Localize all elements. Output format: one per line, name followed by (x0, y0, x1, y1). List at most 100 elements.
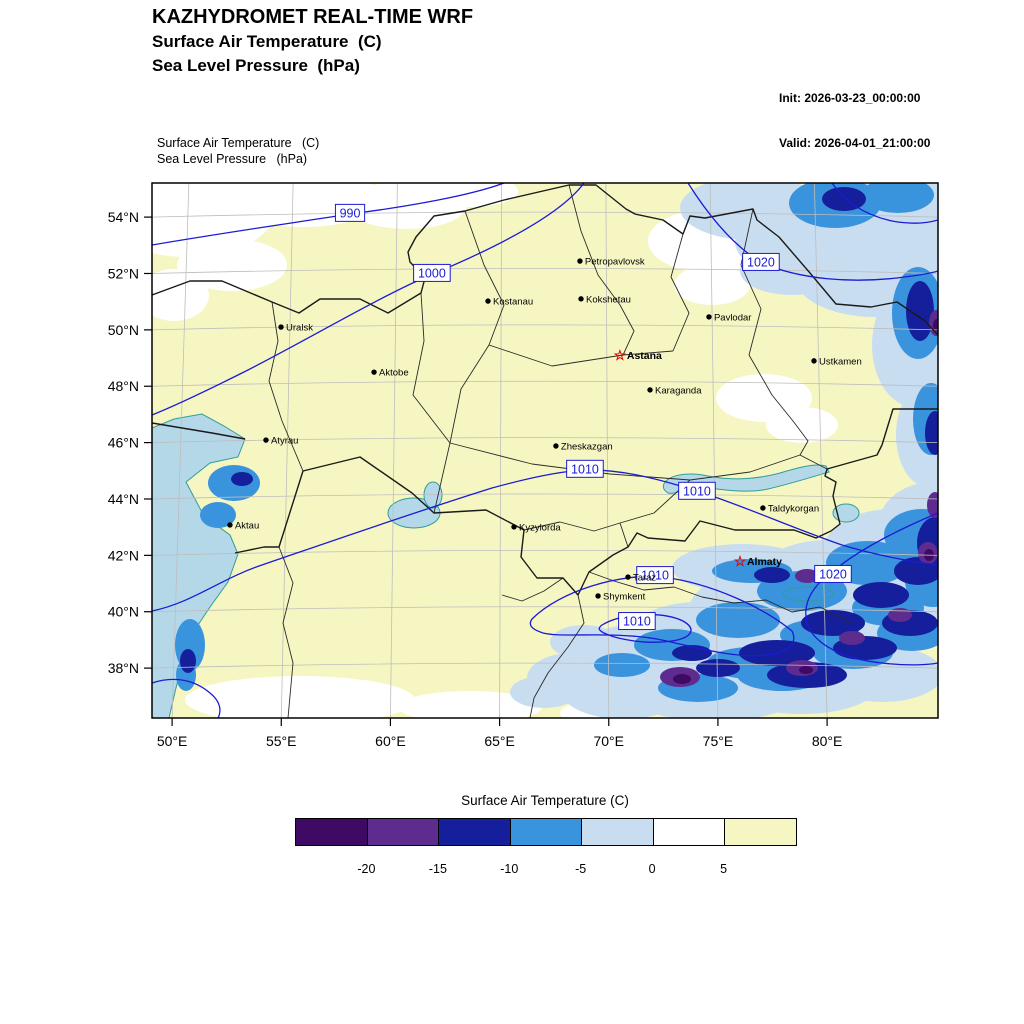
city-dot (371, 369, 377, 375)
city-label: Aktobe (379, 368, 409, 379)
y-tick-label: 38°N (108, 660, 139, 676)
y-tick-label: 46°N (108, 435, 139, 451)
pressure-label-box (636, 566, 674, 585)
x-tick-label: 75°E (703, 733, 734, 749)
colorbar-cell (509, 819, 582, 845)
y-tick-label: 48°N (108, 378, 139, 394)
city-label: Karaganda (655, 385, 702, 396)
init-time: Init: 2026-03-23_00:00:00 (779, 91, 921, 105)
y-tick-label: 54°N (108, 209, 139, 225)
x-tick-label: 80°E (812, 733, 843, 749)
colorbar-title: Surface Air Temperature (C) (461, 793, 629, 808)
run-times: Init: 2026-03-23_00:00:00 Valid: 2026-04… (779, 61, 930, 181)
city-dot (760, 505, 766, 511)
city-dot (227, 522, 233, 528)
y-tick-label: 50°N (108, 322, 139, 338)
pressure-label-box (618, 612, 656, 631)
map-frame (151, 182, 939, 719)
capital-star-icon: ☆ (734, 553, 747, 569)
capital-star-icon: ☆ (614, 347, 627, 363)
city-dot (511, 524, 517, 530)
y-tick-label: 42°N (108, 547, 139, 563)
city-label: Aktau (235, 520, 259, 531)
city-dot (278, 324, 284, 330)
pressure-label: 1020 (747, 255, 775, 269)
city-label: Atyrau (271, 436, 298, 447)
colorbar (295, 818, 797, 846)
graticule-parallel (152, 493, 938, 500)
graticule-parallel (152, 549, 938, 556)
pressure-label-box (678, 481, 716, 500)
city-dot (811, 358, 817, 364)
city-dot (553, 443, 559, 449)
colorbar-tick-label: 0 (648, 862, 656, 876)
city-markers: Petropavlovsk Kostanau Kokshetau Pavlodar Ur… (227, 257, 862, 602)
axes: 54°N 52°N 50°N 48°N 46°N 44°N 42°N 40°N 38°N 50°E… (108, 209, 843, 749)
colorbar-tick-label: -15 (428, 862, 447, 876)
y-tick-label: 44°N (108, 491, 139, 507)
graticule-parallel (152, 211, 938, 218)
pressure-label: 1010 (623, 615, 651, 629)
colorbar-tick-label: -5 (575, 862, 587, 876)
pressure-label: 1000 (418, 266, 446, 280)
plot-field-label-2: Sea Level Pressure (hPa) (157, 152, 308, 166)
city-dot (647, 387, 653, 393)
city-label: Zheskazgan (561, 441, 613, 452)
pressure-label-box (814, 564, 852, 583)
city-label: Uralsk (286, 323, 313, 334)
x-tick-label: 55°E (266, 733, 297, 749)
city-dot (578, 296, 584, 302)
kazakhstan-border (152, 184, 938, 596)
lake-alakol (832, 503, 860, 523)
graticule-meridian (605, 183, 610, 718)
colorbar-tick-label: -20 (357, 862, 376, 876)
city-label: Shymkent (603, 591, 646, 602)
graticule-parallel (152, 324, 938, 331)
city-label: Petropavlovsk (585, 257, 645, 268)
pressure-label: 1020 (819, 567, 847, 581)
graticule-meridian (171, 183, 190, 718)
colorbar-cell (652, 819, 725, 845)
capital-label: Almaty (747, 556, 782, 568)
city-label: Taraz (633, 573, 656, 584)
city-label: Ustkamen (819, 356, 862, 367)
pressure-labels: 990 1000 1020 1010 1010 1010 1010 1020 (334, 203, 852, 631)
colorbar-cell (366, 819, 439, 845)
pressure-label-box (566, 459, 604, 478)
field-title-pressure: Sea Level Pressure (hPa) (152, 56, 360, 75)
city-label: Kokshetau (586, 294, 631, 305)
valid-time: Valid: 2026-04-01_21:00:00 (779, 136, 931, 150)
x-tick-label: 50°E (157, 733, 188, 749)
x-tick-label: 70°E (593, 733, 624, 749)
graticule-meridian (813, 183, 828, 718)
pressure-label: 1010 (571, 462, 599, 476)
map-plot-area (152, 183, 938, 718)
city-dot (485, 298, 491, 304)
region-borders (268, 184, 828, 548)
plot-field-label-1: Surface Air Temperature (C) (157, 136, 320, 150)
city-label: Taldykorgan (768, 504, 819, 515)
product-title: KAZHYDROMET REAL-TIME WRF (152, 6, 474, 28)
city-dot (706, 314, 712, 320)
colorbar-tick-labels: -20 -15 -10 -5 0 5 (295, 862, 795, 878)
temp-fill-minus15-minus10 (672, 187, 938, 688)
pressure-label: 1010 (683, 484, 711, 498)
field-title-temperature: Surface Air Temperature (C) (152, 32, 382, 51)
city-dot (595, 593, 601, 599)
city-dot (577, 258, 583, 264)
city-label: Pavlodar (714, 312, 752, 323)
colorbar-tick-label: -10 (500, 862, 519, 876)
graticule-meridian (499, 183, 503, 718)
water-bodies (152, 413, 860, 718)
y-tick-label: 52°N (108, 265, 139, 281)
graticule-parallel (152, 268, 938, 274)
graticule-meridian (280, 183, 294, 718)
pressure-label-box (413, 263, 451, 282)
colorbar-cell (581, 819, 653, 845)
x-tick-label: 65°E (484, 733, 515, 749)
pressure-label-box (334, 203, 366, 222)
city-label: Kostanau (493, 297, 533, 308)
city-dot (625, 574, 631, 580)
